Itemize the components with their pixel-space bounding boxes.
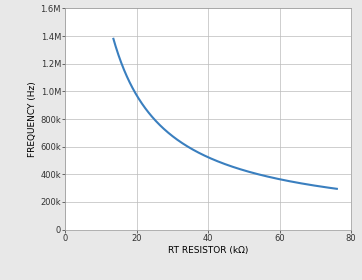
Y-axis label: FREQUENCY (Hz): FREQUENCY (Hz) <box>29 81 37 157</box>
X-axis label: RT RESISTOR (kΩ): RT RESISTOR (kΩ) <box>168 246 248 255</box>
